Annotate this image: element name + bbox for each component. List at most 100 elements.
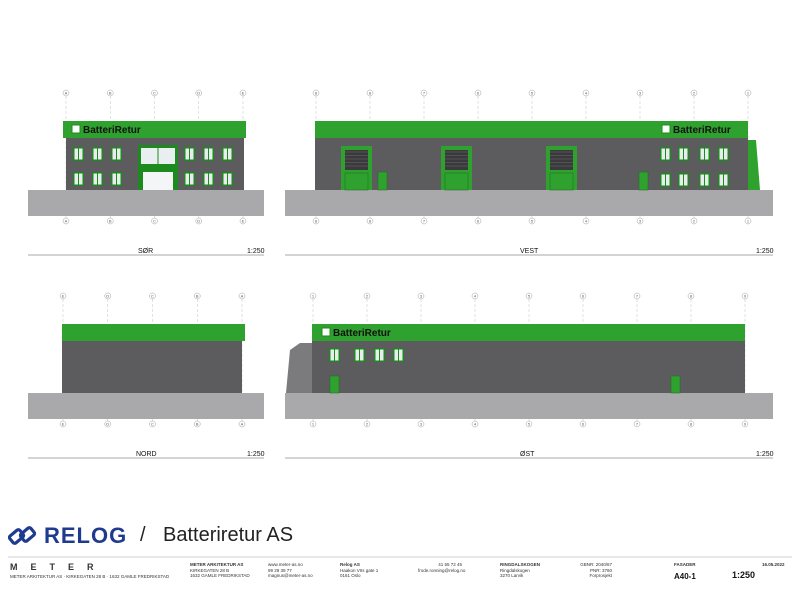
grid-bubble-bottom (309, 420, 317, 428)
grid-bubble-top (312, 89, 320, 97)
ground-vest (285, 190, 773, 216)
grid-bubble-bottom (195, 217, 202, 225)
view-scale-ost: 1:250 (756, 451, 774, 458)
grid-label: D (197, 90, 200, 95)
sheet-number: A40-1 (674, 572, 696, 581)
view-title-sor: SØR (138, 248, 153, 255)
roof-fascia-ost (312, 324, 745, 341)
grid-bubble-bottom (366, 217, 374, 225)
window (678, 147, 689, 161)
grid-bubble-bottom (62, 217, 70, 225)
grid-label: 7 (423, 90, 426, 95)
meter-subtitle: METER ARKITEKTUR AS · KIRKEGATEN 28 B · … (10, 574, 170, 579)
grid-label: 8 (315, 218, 318, 223)
grid-label: 1 (312, 421, 315, 426)
ground-sor (28, 190, 264, 216)
architect-web: www.meter-as.no (268, 562, 303, 567)
wall-nord (62, 340, 242, 393)
grid-bubble-bottom (417, 420, 425, 428)
grid-bubble-top (474, 89, 482, 97)
grid-label: 6 (477, 90, 480, 95)
window (92, 147, 103, 161)
grid-bubble-top (525, 292, 533, 300)
grid-label: 3 (639, 218, 642, 223)
door-ost-2 (670, 375, 681, 394)
grid-bubble-bottom (363, 420, 371, 428)
grid-label: 5 (531, 90, 534, 95)
grid-bubble-top (366, 89, 374, 97)
grid-label: B (109, 90, 112, 95)
grid-label: E (62, 293, 65, 298)
grid-label: E (242, 90, 245, 95)
grid-label: 8 (369, 90, 372, 95)
grid-bubble-bottom (104, 420, 111, 428)
grid-bubble-bottom (239, 217, 247, 225)
grid-bubble-bottom (744, 217, 752, 225)
grid-label: 2 (693, 90, 696, 95)
grid-label: 4 (474, 293, 477, 298)
window (203, 147, 214, 161)
view-title-nord: NORD (136, 451, 157, 458)
door (377, 171, 388, 191)
grid-label: 6 (477, 218, 480, 223)
grid-bubble-bottom (687, 420, 695, 428)
grid-label: 8 (690, 421, 693, 426)
roof-fascia-sor (63, 121, 246, 138)
grid-bubble-top (582, 89, 590, 97)
grid-bubble-top (195, 89, 202, 97)
grid-bubble-top (194, 292, 201, 300)
logo-vest: BatteriRetur (661, 124, 731, 136)
logo-text-ost: BatteriRetur (333, 328, 391, 339)
grid-bubble-top (690, 89, 698, 97)
grid-bubble-bottom (579, 420, 587, 428)
window (111, 147, 122, 161)
window (374, 348, 385, 362)
grid-bubble-top (107, 89, 114, 97)
grid-bubble-top (579, 292, 587, 300)
grid-label: C (153, 218, 156, 223)
ground-nord (28, 393, 264, 419)
grid-label: 5 (531, 218, 534, 223)
sheet-scale: 1:250 (732, 570, 756, 580)
architect-contact-block: www.meter-as.no 99 29 39 77 magnus@meter… (268, 562, 313, 579)
window (73, 172, 84, 186)
grid-label: 2 (693, 218, 696, 223)
logo-ost: BatteriRetur (321, 327, 391, 339)
grid-bubble-top (59, 292, 67, 300)
relog-logo: RELOG (8, 522, 127, 550)
grid-label: 4 (474, 421, 477, 426)
relog-link-icon (8, 526, 37, 545)
meter-wordmark: METER (10, 562, 107, 572)
window (699, 173, 710, 187)
architect-address2: 1632 GAMLE FREDRIKSTAD (190, 573, 250, 579)
window (184, 172, 195, 186)
site-block: RINGDALSKOGEN Ringdalskogen 3270 Larvik (500, 562, 540, 579)
grid-label: D (106, 421, 109, 426)
grid-label: A (65, 218, 68, 223)
window (222, 172, 233, 186)
elevation-vest: 8 8 8 8 7 7 6 6 5 5 4 4 3 3 2 2 1 1 BatteriRetur VEST 1:2… (285, 89, 774, 256)
wall-slope-vest (748, 140, 760, 190)
grid-bubble-top (528, 89, 536, 97)
window (203, 172, 214, 186)
logo-sor: BatteriRetur (71, 124, 141, 136)
elevation-sor: A A B B C C D D E E BatteriRetur SØR 1:250 (28, 89, 265, 256)
grid-label: 9 (744, 293, 747, 298)
window (222, 147, 233, 161)
grid-label: C (153, 90, 156, 95)
window (718, 173, 729, 187)
grid-bubble-top (417, 292, 425, 300)
view-scale-nord: 1:250 (247, 451, 265, 458)
ground-ost (285, 393, 773, 419)
grid-label: 5 (528, 293, 531, 298)
grid-label: 1 (747, 90, 750, 95)
grid-label: 7 (636, 421, 639, 426)
grid-bubble-bottom (149, 420, 156, 428)
window (111, 172, 122, 186)
grid-label: 8 (315, 90, 318, 95)
window (699, 147, 710, 161)
project-name: Batteriretur AS (163, 524, 294, 546)
grid-label: 6 (582, 421, 585, 426)
door-ost-1 (329, 375, 340, 394)
